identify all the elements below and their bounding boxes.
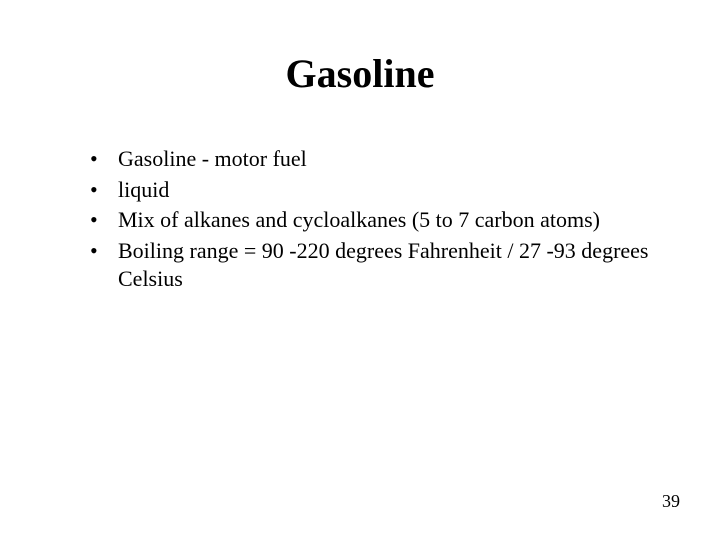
slide-content: Gasoline - motor fuel liquid Mix of alka…	[60, 145, 660, 294]
page-number: 39	[662, 491, 680, 512]
bullet-item: Gasoline - motor fuel	[90, 145, 660, 174]
slide-title: Gasoline	[60, 50, 660, 97]
bullet-item: liquid	[90, 176, 660, 205]
slide-container: Gasoline Gasoline - motor fuel liquid Mi…	[0, 0, 720, 540]
bullet-item: Mix of alkanes and cycloalkanes (5 to 7 …	[90, 206, 660, 235]
bullet-item: Boiling range = 90 -220 degrees Fahrenhe…	[90, 237, 660, 294]
bullet-list: Gasoline - motor fuel liquid Mix of alka…	[90, 145, 660, 294]
